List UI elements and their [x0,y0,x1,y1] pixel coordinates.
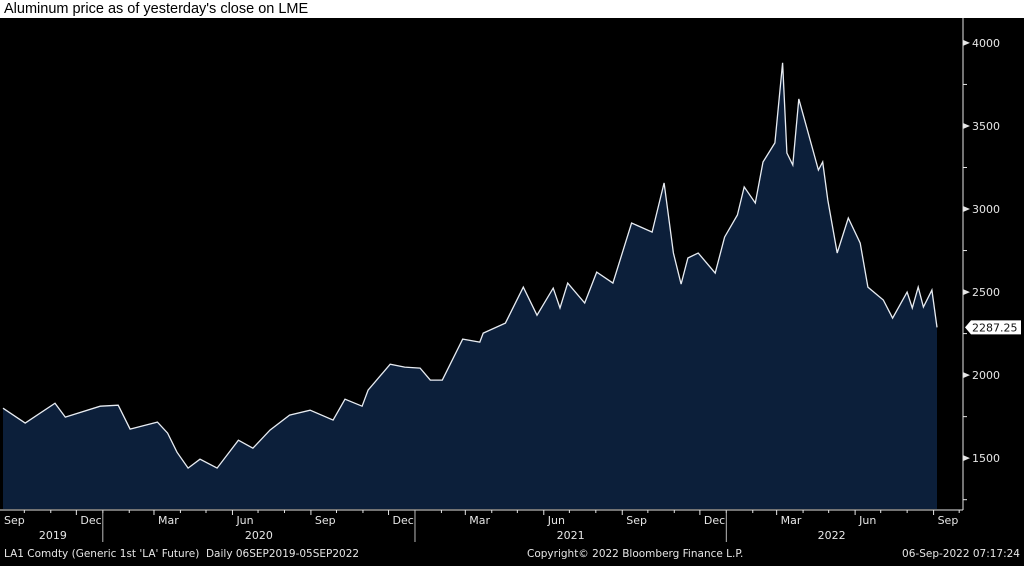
chart-title: Aluminum price as of yesterday's close o… [4,1,309,17]
x-month-label: Mar [158,514,179,527]
y-tick-label: 3000 [972,203,1000,216]
x-month-label: Sep [938,514,959,527]
x-year-label: 2020 [245,529,273,542]
x-month-label: Dec [704,514,725,527]
x-year-label: 2022 [818,529,846,542]
x-month-label: Jun [235,514,253,527]
x-axis: Sep Dec Mar Jun Sep Dec Mar Jun Sep Dec Mar Jun Sep 2… [4,510,960,542]
x-month-label: Sep [626,514,647,527]
y-tick-label: 1500 [972,452,1000,465]
y-tick-label: 3500 [972,120,1000,133]
y-tick-mark [963,206,970,213]
x-month-label: Jun [858,514,876,527]
price-line [2,62,938,470]
footer-timestamp: 06-Sep-2022 07:17:24 [902,548,1020,560]
y-tick-mark [963,122,970,129]
y-tick-label: 2500 [972,286,1000,299]
last-value-label: 2287.25 [972,321,1018,334]
x-month-label: Mar [781,514,802,527]
y-tick-label: 2000 [972,369,1000,382]
x-year-label: 2021 [557,529,585,542]
footer-copyright: Copyright© 2022 Bloomberg Finance L.P. [527,548,743,560]
x-month-label: Sep [315,514,336,527]
x-month-label: Jun [547,514,565,527]
x-month-label: Dec [80,514,101,527]
x-month-label: Sep [4,514,25,527]
y-tick-label: 4000 [972,37,1000,50]
y-tick-mark [963,39,970,46]
footer-ticker: LA1 Comdty (Generic 1st 'LA' Future) Dai… [4,548,359,560]
y-tick-mark [963,455,970,462]
y-axis: 1500 2000 2500 3000 3500 4000 [963,37,1000,501]
last-value-box [965,320,1021,335]
y-tick-mark [963,289,970,296]
last-value-marker: 2287.25 [965,320,1021,335]
y-tick-mark [963,372,970,379]
x-month-label: Dec [393,514,414,527]
price-area-fill [3,62,937,510]
x-month-label: Mar [469,514,490,527]
x-year-label: 2019 [39,529,67,542]
title-bar: Aluminum price as of yesterday's close o… [0,0,1024,18]
